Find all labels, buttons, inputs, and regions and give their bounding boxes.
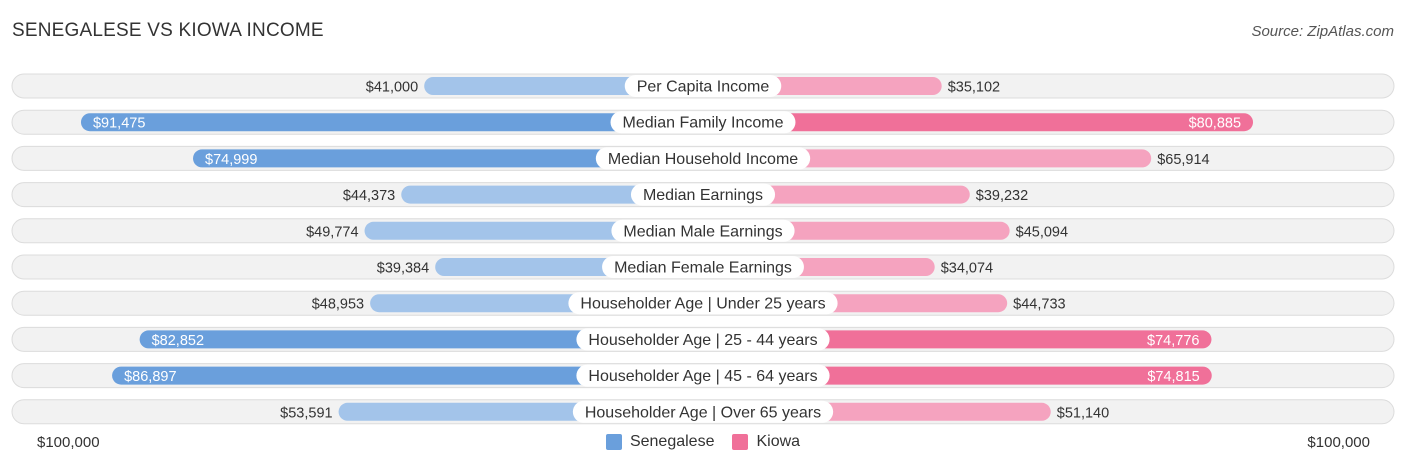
legend: Senegalese Kiowa xyxy=(0,433,1406,451)
legend-label-kiowa: Kiowa xyxy=(756,433,801,450)
value-label-senegalese: $41,000 xyxy=(366,80,418,96)
value-label-senegalese: $91,475 xyxy=(93,116,145,132)
value-label-kiowa: $34,074 xyxy=(941,261,993,277)
category-label-pill xyxy=(576,364,830,387)
category-label-pill xyxy=(624,75,782,97)
value-label-senegalese: $74,999 xyxy=(205,152,257,168)
legend-swatch-senegalese xyxy=(605,434,622,450)
value-label-senegalese: $86,897 xyxy=(124,369,176,385)
bar-senegalese xyxy=(139,330,704,349)
category-label: Per Capita Income xyxy=(637,79,770,96)
legend-item-kiowa[interactable]: Kiowa xyxy=(732,433,800,451)
value-label-kiowa: $74,776 xyxy=(1147,333,1199,349)
bar-senegalese xyxy=(112,366,703,385)
bar-kiowa xyxy=(703,149,1152,168)
category-label-pill xyxy=(595,147,811,170)
bar-senegalese xyxy=(193,149,703,168)
category-label-pill xyxy=(572,400,834,423)
bar-senegalese xyxy=(401,185,703,204)
category-label-pill xyxy=(610,111,796,134)
axis-left-label: $100,000 xyxy=(37,434,100,451)
legend-label-senegalese: Senegalese xyxy=(629,433,715,450)
value-label-kiowa: $51,140 xyxy=(1057,405,1109,421)
value-label-kiowa: $80,885 xyxy=(1189,116,1241,132)
category-label: Median Family Income xyxy=(623,115,784,132)
category-label-pill xyxy=(611,219,795,242)
bar-kiowa xyxy=(703,330,1212,349)
value-label-kiowa: $39,232 xyxy=(976,188,1028,204)
legend-swatch-kiowa xyxy=(732,434,749,450)
axis-right-label: $100,000 xyxy=(1307,434,1370,451)
bar-kiowa xyxy=(703,113,1254,132)
category-label: Householder Age | Over 65 years xyxy=(585,404,821,421)
category-label: Householder Age | 45 - 64 years xyxy=(588,368,817,385)
category-label-pill xyxy=(576,328,830,351)
value-label-kiowa: $74,815 xyxy=(1147,369,1199,385)
category-label: Median Household Income xyxy=(608,151,798,168)
value-label-senegalese: $44,373 xyxy=(343,188,395,204)
legend-item-senegalese[interactable]: Senegalese xyxy=(605,433,715,451)
value-label-senegalese: $82,852 xyxy=(152,333,204,349)
value-label-kiowa: $35,102 xyxy=(948,80,1000,96)
bar-senegalese xyxy=(80,113,704,132)
chart-canvas: $41,000 $35,102 Per Capita Income $91,475 $8… xyxy=(11,73,1395,425)
category-label: Median Male Earnings xyxy=(623,223,782,240)
value-label-kiowa: $45,094 xyxy=(1016,224,1068,240)
value-label-senegalese: $49,774 xyxy=(306,224,358,240)
value-label-senegalese: $53,591 xyxy=(280,405,332,421)
chart-title: SENEGALESE VS KIOWA INCOME xyxy=(12,20,324,41)
category-label-pill xyxy=(630,183,776,206)
category-label: Median Earnings xyxy=(643,187,763,204)
category-label: Median Female Earnings xyxy=(614,260,792,277)
category-label: Householder Age | 25 - 44 years xyxy=(588,332,817,349)
value-label-kiowa: $65,914 xyxy=(1157,152,1209,168)
bar-kiowa xyxy=(703,366,1212,385)
value-label-senegalese: $48,953 xyxy=(312,297,364,313)
category-label: Householder Age | Under 25 years xyxy=(580,296,825,313)
source-label: Source: ZipAtlas.com xyxy=(1251,23,1394,40)
value-label-senegalese: $39,384 xyxy=(377,261,429,277)
category-label-pill xyxy=(602,256,804,278)
value-label-kiowa: $44,733 xyxy=(1013,297,1065,313)
category-label-pill xyxy=(568,292,838,315)
